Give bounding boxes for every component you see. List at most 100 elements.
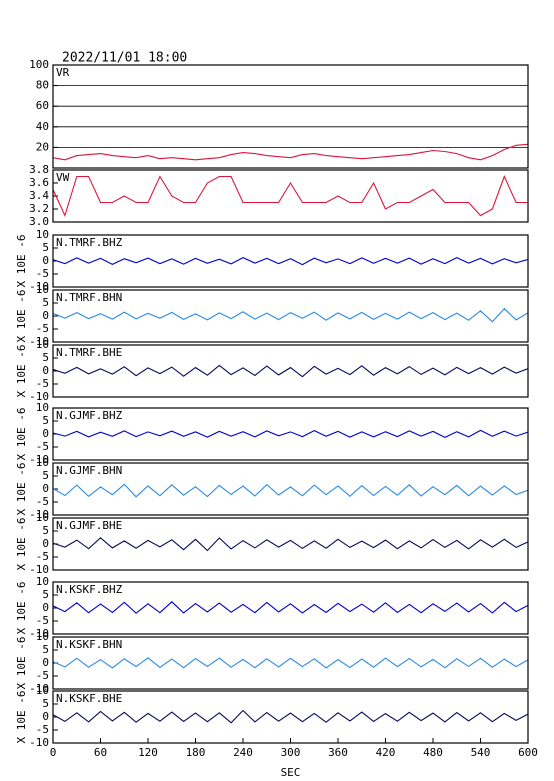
y-tick-label: 3.0: [29, 215, 49, 228]
y-tick-label: 80: [36, 79, 49, 92]
y-tick-label: 0: [42, 601, 49, 614]
y-tick-label: 40: [36, 120, 49, 133]
y-tick-label: 10: [36, 575, 49, 588]
trace-line: [53, 175, 528, 218]
y-tick-label: -5: [36, 550, 49, 563]
y-tick-label: 10: [36, 401, 49, 414]
panel-label: N.TMRF.BHE: [56, 346, 122, 359]
y-tick-label: 3.8: [29, 163, 49, 176]
y-tick-label: 5: [42, 697, 49, 710]
panel-frame: [52, 344, 529, 398]
y-tick-label: 5: [42, 351, 49, 364]
y-tick-label: -10: [29, 453, 49, 466]
x-tick-label: 60: [94, 746, 107, 759]
trace-line: [53, 256, 528, 266]
y-tick-label: -5: [36, 322, 49, 335]
y-tick-label: 0: [42, 656, 49, 669]
y-tick-label: 5: [42, 296, 49, 309]
y-tick-label: -5: [36, 440, 49, 453]
y-tick-label: 5: [42, 414, 49, 427]
x-tick-label: 360: [328, 746, 348, 759]
y-tick-label: 10: [36, 228, 49, 241]
y-tick-label: -5: [36, 377, 49, 390]
y-tick-label: 3.4: [29, 189, 49, 202]
y-axis-label: X 10E -6: [15, 582, 28, 635]
y-tick-label: -5: [36, 495, 49, 508]
panel-frame: [52, 517, 529, 571]
y-tick-label: 60: [36, 99, 49, 112]
y-tick-label: 0: [42, 427, 49, 440]
trace-line: [53, 307, 528, 323]
y-tick-label: -5: [36, 669, 49, 682]
trace-line: [53, 143, 528, 161]
panel-frame: [52, 234, 529, 288]
panel-label: N.TMRF.BHN: [56, 291, 122, 304]
panel-frame: [52, 636, 529, 690]
y-tick-label: 5: [42, 643, 49, 656]
y-tick-label: 0: [42, 482, 49, 495]
x-tick-label: 420: [376, 746, 396, 759]
panel-label: N.KSKF.BHE: [56, 692, 122, 705]
y-axis-label: X 10E -6: [15, 691, 28, 744]
trace-line: [53, 709, 528, 724]
x-tick-label: 240: [233, 746, 253, 759]
y-tick-label: 10: [36, 338, 49, 351]
panel-frame: [52, 169, 529, 223]
y-tick-label: -10: [29, 390, 49, 403]
y-tick-label: 5: [42, 469, 49, 482]
y-tick-label: -10: [29, 736, 49, 749]
panel-label: N.KSKF.BHN: [56, 638, 122, 651]
x-tick-label: 300: [281, 746, 301, 759]
y-axis-label: X 10E -6: [15, 637, 28, 690]
trace-line: [53, 657, 528, 669]
y-tick-label: 5: [42, 241, 49, 254]
y-tick-label: 0: [42, 364, 49, 377]
trace-line: [53, 429, 528, 439]
panel-label: N.TMRF.BHZ: [56, 236, 123, 249]
y-tick-label: -5: [36, 614, 49, 627]
y-tick-label: -5: [36, 723, 49, 736]
y-tick-label: 3.2: [29, 202, 49, 215]
y-tick-label: 0: [42, 254, 49, 267]
y-tick-label: 0: [42, 710, 49, 723]
y-tick-label: 5: [42, 524, 49, 537]
trace-line: [53, 601, 528, 614]
y-tick-label: -5: [36, 267, 49, 280]
panel-frame: [52, 581, 529, 635]
x-axis-label: SEC: [281, 766, 301, 779]
panel-frame: [52, 407, 529, 461]
panel-frame: [52, 64, 529, 169]
y-axis-label: X 10E -6: [15, 235, 28, 288]
panel-label: N.GJMF.BHE: [56, 519, 122, 532]
chart-title: 2022/11/01 18:00: [62, 51, 187, 66]
y-tick-label: 0: [42, 537, 49, 550]
y-tick-label: 10: [36, 456, 49, 469]
trace-line: [53, 483, 528, 498]
panel-frame: [52, 462, 529, 516]
y-tick-label: 100: [29, 58, 49, 71]
y-tick-label: -10: [29, 508, 49, 521]
y-axis-label: X 10E -6: [15, 463, 28, 516]
y-tick-label: 20: [36, 140, 49, 153]
y-axis-label: X 10E -6: [15, 408, 28, 461]
y-tick-label: -10: [29, 280, 49, 293]
y-tick-label: -10: [29, 563, 49, 576]
y-tick-label: 10: [36, 630, 49, 643]
trace-line: [53, 537, 528, 552]
y-tick-label: -10: [29, 682, 49, 695]
y-tick-label: 10: [36, 283, 49, 296]
y-tick-label: 3.6: [29, 176, 49, 189]
y-tick-label: 0: [42, 309, 49, 322]
x-tick-label: 600: [518, 746, 538, 759]
panel-label: N.GJMF.BHZ: [56, 409, 123, 422]
x-tick-label: 540: [471, 746, 491, 759]
y-axis-label: X 10E -6: [15, 518, 28, 571]
y-tick-label: -10: [29, 627, 49, 640]
x-tick-label: 0: [50, 746, 57, 759]
x-tick-label: 120: [138, 746, 158, 759]
y-tick-label: 10: [36, 684, 49, 697]
panel-label: N.GJMF.BHN: [56, 464, 122, 477]
panel-label: VW: [56, 171, 70, 184]
trace-line: [53, 364, 528, 378]
